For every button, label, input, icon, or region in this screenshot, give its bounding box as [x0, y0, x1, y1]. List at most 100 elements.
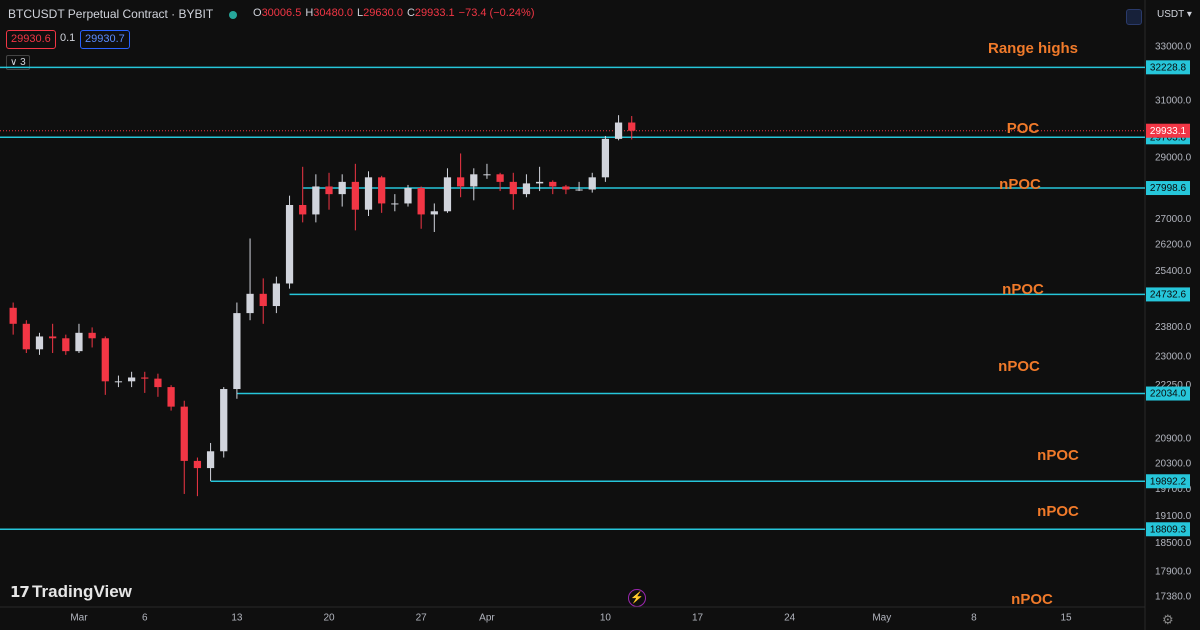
- ohlc-value: 30480.0: [313, 7, 354, 19]
- candle-body: [562, 186, 570, 190]
- ohlc-legend: O30006.5 H30480.0 L29630.0 C29933.1 −73.4 (−…: [253, 7, 535, 19]
- candle-body: [364, 177, 373, 210]
- y-tick-label: 22250.0: [1155, 380, 1192, 391]
- level-annotation: nPOC: [1037, 503, 1079, 520]
- candle-body: [206, 451, 215, 469]
- candle-body: [417, 187, 425, 215]
- ohlc-key: H: [305, 7, 314, 19]
- indicator-toggle[interactable]: ∨ 3: [6, 55, 30, 70]
- level-price-label: 24732.6: [1150, 290, 1187, 301]
- y-tick-label: 26200.0: [1155, 240, 1192, 251]
- candle-body: [470, 174, 478, 187]
- level-price-label: 29703.8: [1150, 132, 1187, 143]
- indicator-count: 3: [20, 57, 26, 68]
- level-annotation: nPOC: [1011, 591, 1053, 608]
- ohlc-value: 29630.0: [363, 7, 403, 19]
- ohlc-value: 30006.5: [261, 7, 302, 19]
- screenshot-button[interactable]: [1126, 9, 1142, 25]
- y-tick-label: 18500.0: [1155, 538, 1192, 549]
- events-icon[interactable]: ⚡: [628, 589, 646, 607]
- candle-body: [154, 378, 162, 388]
- candle-body: [75, 332, 83, 352]
- candle-body: [535, 181, 544, 184]
- y-tick-label: 23800.0: [1155, 322, 1192, 333]
- candle-body: [351, 181, 359, 210]
- last-price-tag: [1146, 123, 1190, 138]
- candle-body: [9, 307, 17, 324]
- status-dot: [229, 11, 237, 19]
- currency-menu[interactable]: USDT ▾: [1157, 9, 1192, 20]
- brand: 𝟭𝟳 TradingView: [10, 582, 132, 602]
- price-change: −73.4 (−0.24%): [458, 7, 535, 19]
- candle-body: [193, 460, 202, 469]
- candle-body: [312, 186, 320, 215]
- level-annotation: Range highs: [988, 40, 1078, 57]
- y-tick-label: 19700.0: [1155, 484, 1192, 495]
- candle-body: [338, 181, 346, 195]
- y-tick-label: 20900.0: [1155, 434, 1192, 445]
- level-annotation: POC: [1007, 120, 1040, 137]
- x-tick-label: 6: [142, 613, 148, 624]
- level-price-label: 22034.0: [1150, 389, 1187, 400]
- x-tick-label: 24: [784, 613, 796, 624]
- x-tick-label: 13: [231, 613, 243, 624]
- level-price-tag: [1146, 181, 1190, 196]
- level-price-tag: [1146, 522, 1190, 537]
- x-tick-label: 10: [600, 613, 612, 624]
- bid-button[interactable]: 29930.6: [6, 30, 56, 49]
- candle-body: [272, 283, 280, 307]
- level-annotation: nPOC: [999, 176, 1041, 193]
- candle-body: [391, 203, 399, 205]
- spread: 0.1: [60, 32, 76, 44]
- candle-body: [588, 177, 596, 190]
- y-tick-label: 20300.0: [1155, 458, 1192, 469]
- candle-body: [114, 381, 123, 383]
- candle-body: [259, 293, 267, 307]
- candle-body: [22, 323, 30, 350]
- candle-body: [601, 138, 610, 178]
- candle-body: [325, 186, 333, 195]
- candle-body: [285, 205, 294, 284]
- candle-body: [35, 336, 44, 350]
- candle-body: [549, 181, 557, 187]
- level-price-label: 27998.6: [1150, 183, 1187, 194]
- level-price-label: 19892.2: [1150, 476, 1187, 487]
- y-tick-label: 17900.0: [1155, 566, 1192, 577]
- currency: USDT: [1157, 9, 1185, 20]
- candle-body: [101, 338, 109, 382]
- candle-body: [378, 177, 386, 204]
- level-price-label: 18809.3: [1150, 524, 1187, 535]
- ohlc-key: L: [357, 7, 364, 19]
- y-tick-label: 19100.0: [1155, 511, 1192, 522]
- ohlc-key: O: [253, 7, 262, 19]
- candle-body: [127, 377, 136, 382]
- level-price-tag: [1146, 386, 1190, 401]
- x-tick-label: May: [872, 613, 891, 624]
- x-tick-label: 15: [1060, 613, 1072, 624]
- settings-icon[interactable]: ⚙: [1162, 612, 1174, 627]
- level-price-tag: [1146, 287, 1190, 302]
- candle-body: [220, 389, 228, 452]
- level-price-label: 32228.8: [1150, 62, 1187, 73]
- symbol-title[interactable]: BTCUSDT Perpetual Contract · BYBIT: [8, 7, 214, 21]
- candle-body: [141, 377, 149, 379]
- candle-body: [62, 338, 70, 352]
- x-tick-label: Mar: [70, 613, 88, 624]
- ohlc-value: 29933.1: [414, 7, 455, 19]
- candle-body: [430, 211, 438, 215]
- y-tick-label: 27000.0: [1155, 214, 1192, 225]
- level-price-tag: [1146, 130, 1190, 145]
- candle-body: [233, 313, 241, 390]
- y-tick-label: 33000.0: [1155, 42, 1192, 53]
- candle-body: [457, 177, 465, 187]
- candle-body: [404, 187, 412, 204]
- x-tick-label: Apr: [479, 613, 495, 624]
- ohlc-key: C: [406, 7, 415, 19]
- x-tick-label: 17: [692, 613, 704, 624]
- candle-body: [496, 174, 504, 182]
- x-tick-label: 8: [971, 613, 977, 624]
- candle-body: [246, 293, 254, 314]
- ask-button[interactable]: 29930.7: [80, 30, 130, 49]
- candle-body: [522, 183, 531, 195]
